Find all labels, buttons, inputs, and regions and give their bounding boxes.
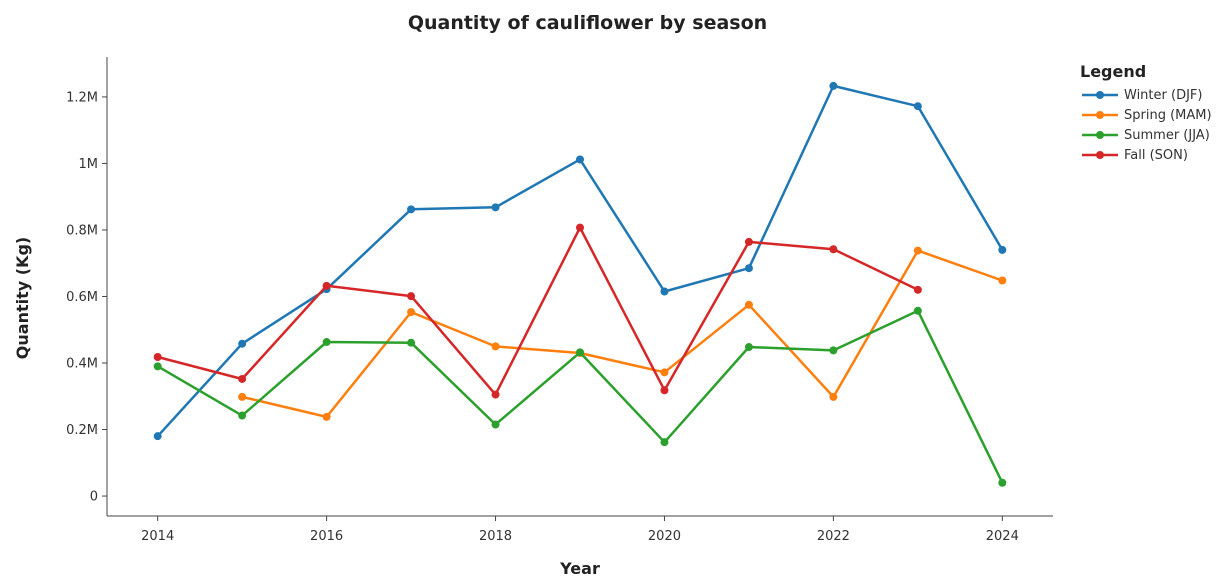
legend-item[interactable]: Winter (DJF) xyxy=(1080,85,1212,105)
data-point[interactable] xyxy=(407,205,416,214)
data-point[interactable] xyxy=(407,338,416,347)
legend-label: Spring (MAM) xyxy=(1124,107,1212,123)
data-point[interactable] xyxy=(238,339,247,348)
x-tick-label: 2014 xyxy=(141,529,174,544)
data-point[interactable] xyxy=(829,245,838,254)
data-point[interactable] xyxy=(998,276,1007,285)
data-point[interactable] xyxy=(660,438,669,447)
y-tick-label: 0.8M xyxy=(66,223,98,238)
y-tick-label: 0.4M xyxy=(66,357,98,372)
x-tick-label: 2018 xyxy=(479,529,512,544)
data-point[interactable] xyxy=(660,386,669,395)
data-point[interactable] xyxy=(153,432,162,441)
series-layer xyxy=(153,81,1007,487)
legend: Legend Winter (DJF) Spring (MAM) Summer (J… xyxy=(1080,62,1212,165)
series-1 xyxy=(153,81,1007,441)
series-3 xyxy=(153,306,1007,487)
chart-title: Quantity of cauliflower by season xyxy=(407,12,768,34)
series-line[interactable] xyxy=(157,309,1004,484)
y-axis-title: Quantity (Kg) xyxy=(13,237,32,359)
legend-item[interactable]: Fall (SON) xyxy=(1080,145,1212,165)
data-point[interactable] xyxy=(576,155,584,164)
series-line[interactable] xyxy=(241,249,1003,419)
data-point[interactable] xyxy=(238,411,247,420)
data-point[interactable] xyxy=(744,343,753,352)
series-line[interactable] xyxy=(157,226,919,396)
data-point[interactable] xyxy=(491,203,500,212)
data-point[interactable] xyxy=(322,281,331,290)
series-4 xyxy=(153,223,922,399)
data-point[interactable] xyxy=(491,342,500,351)
data-point[interactable] xyxy=(913,246,922,255)
data-point[interactable] xyxy=(660,287,669,296)
data-point[interactable] xyxy=(829,346,838,355)
data-point[interactable] xyxy=(407,292,416,301)
data-point[interactable] xyxy=(913,306,922,315)
data-point[interactable] xyxy=(829,392,838,401)
y-tick-label: 0.2M xyxy=(66,423,98,438)
y-tick-label: 0.6M xyxy=(66,290,98,305)
y-tick-label: 1M xyxy=(79,157,99,172)
legend-swatch xyxy=(1082,131,1118,139)
axes: 0 0.2M 0.4M 0.6M 0.8M 1M 1.2M 2014 2016 2018 2020 2… xyxy=(66,57,1053,544)
data-point[interactable] xyxy=(153,362,162,371)
data-point[interactable] xyxy=(998,478,1007,487)
x-tick-label: 2020 xyxy=(648,529,681,544)
legend-swatch xyxy=(1082,111,1118,119)
y-tick-label: 0 xyxy=(90,490,98,505)
x-tick-label: 2016 xyxy=(310,529,343,544)
legend-label: Fall (SON) xyxy=(1124,147,1188,163)
data-point[interactable] xyxy=(576,348,584,357)
legend-item[interactable]: Spring (MAM) xyxy=(1080,105,1212,125)
data-point[interactable] xyxy=(829,81,838,90)
data-point[interactable] xyxy=(744,237,753,246)
data-point[interactable] xyxy=(576,223,584,232)
data-point[interactable] xyxy=(660,368,669,377)
data-point[interactable] xyxy=(744,300,753,309)
data-point[interactable] xyxy=(744,264,753,273)
legend-label: Summer (JJA) xyxy=(1124,127,1210,143)
data-point[interactable] xyxy=(913,285,922,294)
data-point[interactable] xyxy=(322,338,331,347)
legend-swatch xyxy=(1082,151,1118,159)
data-point[interactable] xyxy=(153,353,162,362)
legend-item[interactable]: Summer (JJA) xyxy=(1080,125,1212,145)
series-2 xyxy=(238,246,1007,421)
x-tick-label: 2024 xyxy=(986,529,1019,544)
legend-swatch xyxy=(1082,91,1118,99)
x-tick-label: 2022 xyxy=(817,529,850,544)
data-point[interactable] xyxy=(238,374,247,383)
data-point[interactable] xyxy=(407,308,416,317)
legend-label: Winter (DJF) xyxy=(1124,87,1203,103)
legend-title: Legend xyxy=(1080,62,1147,81)
data-point[interactable] xyxy=(913,102,922,111)
x-axis-title: Year xyxy=(559,559,600,578)
data-point[interactable] xyxy=(998,245,1007,254)
data-point[interactable] xyxy=(322,412,331,421)
y-tick-label: 1.2M xyxy=(66,90,98,105)
series-line[interactable] xyxy=(156,84,1004,438)
data-point[interactable] xyxy=(491,420,500,429)
data-point[interactable] xyxy=(238,392,247,401)
data-point[interactable] xyxy=(491,390,500,399)
